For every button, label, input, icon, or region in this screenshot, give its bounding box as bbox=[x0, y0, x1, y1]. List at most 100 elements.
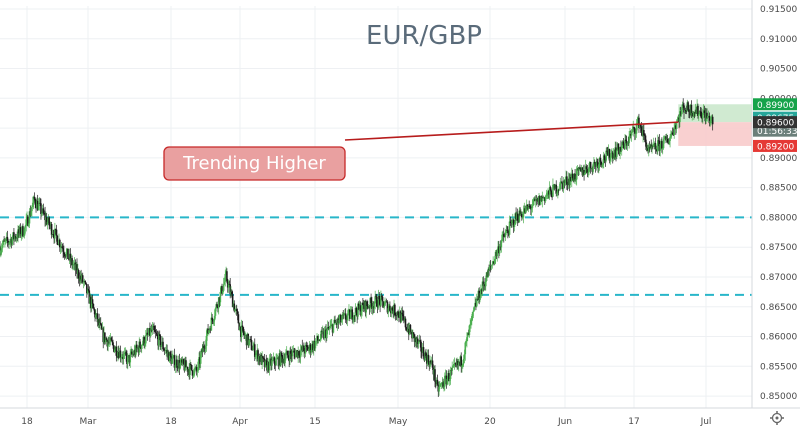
candle-body bbox=[230, 291, 232, 294]
candle-body bbox=[535, 199, 538, 201]
candle-body bbox=[158, 334, 161, 337]
candle-body bbox=[181, 359, 183, 363]
candle-body bbox=[477, 290, 480, 300]
candle-body bbox=[81, 275, 84, 283]
candle-body bbox=[130, 351, 132, 354]
candle-body bbox=[95, 313, 98, 315]
candle-body bbox=[142, 337, 145, 344]
candle-body bbox=[99, 322, 102, 325]
candle-body bbox=[344, 313, 347, 320]
candle-body bbox=[562, 180, 565, 189]
candle-body bbox=[102, 328, 105, 343]
candle-body bbox=[616, 150, 618, 157]
gear-icon[interactable] bbox=[770, 411, 784, 425]
trendline[interactable] bbox=[344, 121, 679, 141]
candle-body bbox=[550, 190, 553, 197]
candle-body bbox=[537, 197, 539, 205]
callout-box[interactable] bbox=[163, 146, 346, 181]
candle-body bbox=[598, 157, 601, 165]
candle-body bbox=[231, 294, 234, 308]
candle-body bbox=[210, 317, 213, 331]
candle-body bbox=[620, 147, 622, 151]
candle-body bbox=[265, 360, 268, 362]
candle-body bbox=[410, 331, 413, 333]
candle-body bbox=[414, 337, 417, 342]
candle-body bbox=[308, 348, 310, 351]
candle-body bbox=[497, 246, 499, 251]
candle-body bbox=[317, 340, 320, 342]
candle-body bbox=[38, 202, 41, 205]
candle-body bbox=[206, 328, 209, 336]
candle-body bbox=[451, 367, 453, 371]
candle-body bbox=[165, 350, 168, 351]
candle-body bbox=[556, 192, 558, 194]
candle-body bbox=[312, 341, 315, 351]
candle-body bbox=[324, 329, 327, 331]
candle-body bbox=[566, 176, 568, 185]
candle-body bbox=[572, 178, 575, 182]
candle-body bbox=[444, 375, 446, 387]
candle-body bbox=[305, 344, 308, 346]
candle-body bbox=[421, 351, 423, 353]
candle-body bbox=[299, 355, 301, 358]
candle-body bbox=[520, 213, 522, 216]
candle-body bbox=[409, 324, 412, 333]
candle-body bbox=[357, 303, 360, 309]
x-tick-label: 20 bbox=[484, 417, 496, 427]
candle-body bbox=[180, 359, 182, 363]
candle-body bbox=[200, 349, 203, 355]
candle-body bbox=[422, 347, 425, 357]
candle-body bbox=[690, 104, 693, 116]
candle-body bbox=[44, 213, 46, 221]
candle-body bbox=[453, 363, 456, 365]
candle-body bbox=[326, 330, 328, 339]
candle-body bbox=[126, 356, 129, 364]
candle-body bbox=[461, 365, 463, 367]
candle-body bbox=[390, 307, 393, 314]
candle-body bbox=[530, 207, 533, 210]
candle-body bbox=[95, 314, 97, 318]
candle-body bbox=[34, 198, 37, 205]
candle-body bbox=[548, 187, 551, 195]
candle-body bbox=[517, 220, 520, 222]
candle-body bbox=[707, 115, 710, 117]
candle-body bbox=[12, 232, 14, 239]
candle-body bbox=[154, 331, 157, 333]
candle-body bbox=[224, 273, 227, 282]
candle-body bbox=[123, 352, 126, 355]
candle-body bbox=[392, 310, 395, 315]
candle-body bbox=[704, 113, 707, 122]
candle-body bbox=[402, 314, 404, 317]
candle-body bbox=[239, 326, 241, 331]
candle-body bbox=[331, 324, 334, 333]
candle-body bbox=[377, 295, 380, 308]
candle-body bbox=[225, 271, 227, 274]
candle-body bbox=[176, 359, 178, 368]
candle-body bbox=[633, 126, 635, 129]
candle-body bbox=[634, 128, 636, 134]
candle-body bbox=[291, 350, 294, 357]
candle-body bbox=[645, 142, 648, 150]
candle-body bbox=[656, 149, 658, 152]
candle-body bbox=[132, 353, 135, 355]
trendline-group[interactable]: Trending Higher bbox=[163, 121, 679, 181]
candle-body bbox=[173, 355, 176, 368]
candle-body bbox=[208, 330, 210, 334]
candle-body bbox=[134, 349, 136, 355]
stop-loss-zone[interactable] bbox=[678, 122, 752, 146]
candle-body bbox=[347, 310, 349, 316]
candle-body bbox=[313, 341, 316, 349]
candle-body bbox=[293, 350, 295, 353]
candle-body bbox=[434, 369, 436, 382]
candle-body bbox=[270, 358, 272, 366]
candle-body bbox=[368, 306, 371, 309]
candle-body bbox=[502, 234, 505, 237]
candle-body bbox=[127, 355, 130, 357]
candle-body bbox=[400, 312, 403, 322]
candle-body bbox=[160, 345, 163, 347]
candle-body bbox=[438, 386, 440, 392]
y-tick-label: 0.87500 bbox=[760, 243, 797, 253]
candle-body bbox=[282, 358, 285, 363]
candle-body bbox=[229, 284, 231, 294]
